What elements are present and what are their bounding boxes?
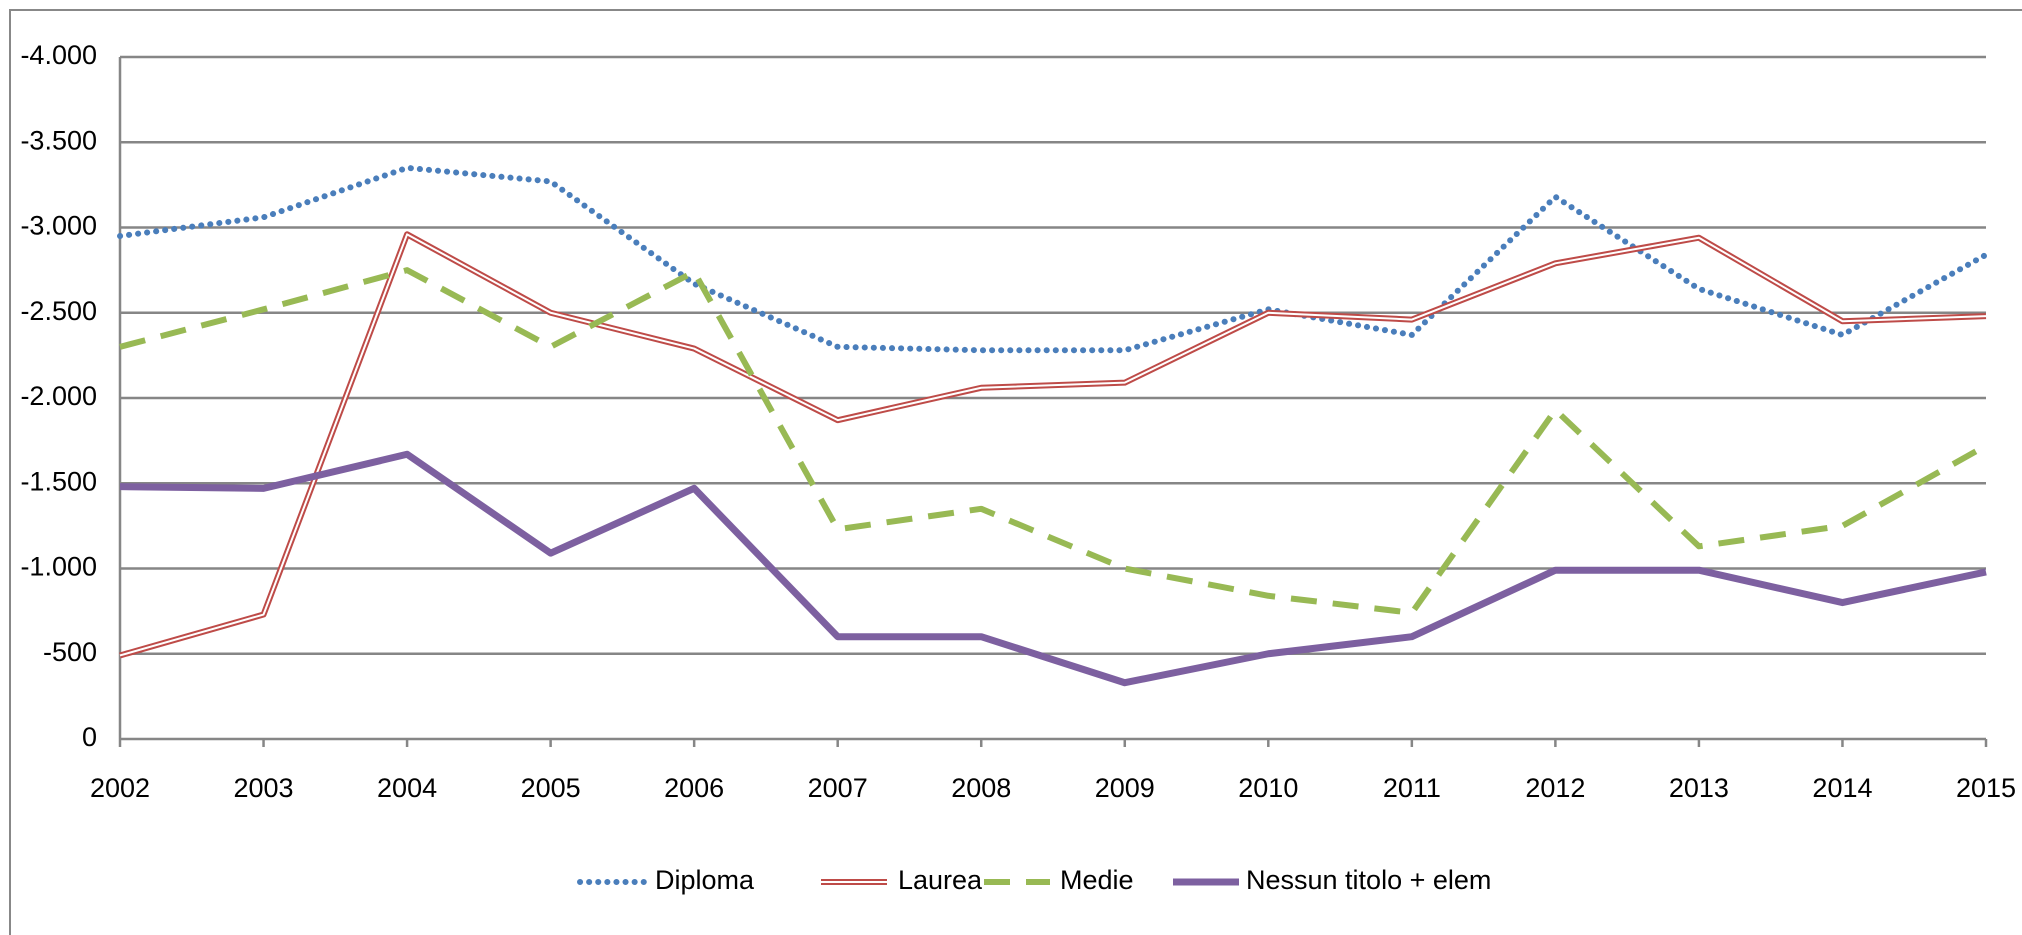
x-tick-label: 2005 — [521, 773, 581, 803]
series-line — [119, 231, 1987, 659]
y-tick-label: -2.500 — [20, 296, 97, 326]
x-tick-label: 2008 — [951, 773, 1011, 803]
x-tick-label: 2004 — [377, 773, 437, 803]
x-tick-label: 2009 — [1095, 773, 1155, 803]
series-line — [119, 267, 1988, 616]
x-tick-label: 2002 — [90, 773, 150, 803]
y-tick-label: -3.500 — [20, 125, 97, 155]
y-tick-label: 0 — [82, 722, 97, 752]
y-tick-label: -1.000 — [20, 552, 97, 582]
y-tick-label: -4.000 — [20, 40, 97, 70]
y-tick-label: -1.500 — [20, 466, 97, 496]
legend-label: Laurea — [898, 865, 983, 895]
legend-label: Diploma — [655, 865, 755, 895]
y-tick-label: -2.000 — [20, 381, 97, 411]
chart-frame — [9, 9, 2022, 935]
series-line — [117, 164, 1989, 354]
legend-label: Medie — [1060, 865, 1134, 895]
x-tick-label: 2015 — [1956, 773, 2016, 803]
x-tick-label: 2007 — [808, 773, 868, 803]
x-tick-label: 2003 — [233, 773, 293, 803]
x-tick-label: 2010 — [1238, 773, 1298, 803]
y-tick-label: -3.000 — [20, 211, 97, 241]
legend-label: Nessun titolo + elem — [1246, 865, 1491, 895]
x-tick-label: 2012 — [1525, 773, 1585, 803]
x-tick-label: 2013 — [1669, 773, 1729, 803]
x-tick-label: 2014 — [1812, 773, 1872, 803]
x-tick-label: 2006 — [664, 773, 724, 803]
x-tick-label: 2011 — [1383, 773, 1441, 803]
series-line — [119, 450, 1987, 687]
y-tick-label: -500 — [43, 637, 97, 667]
series-line-inner — [119, 233, 1987, 657]
